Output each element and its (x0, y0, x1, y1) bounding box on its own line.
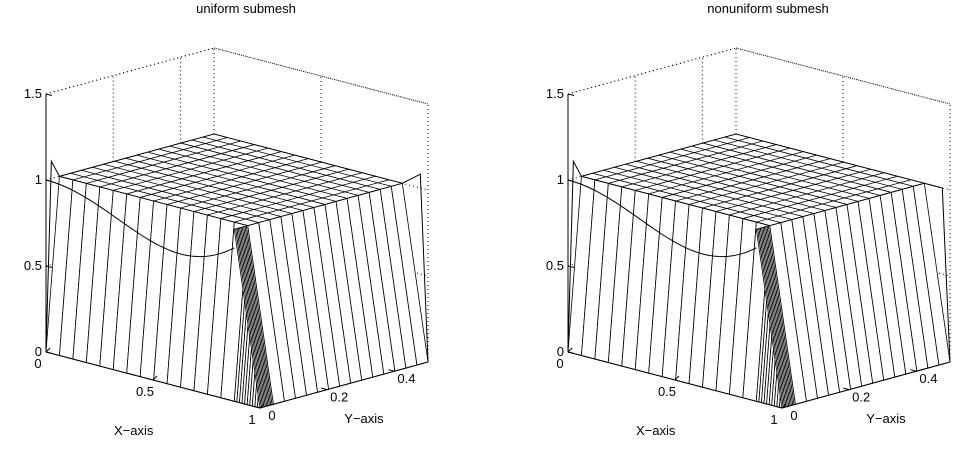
right-plot-ztick-label: 1.5 (546, 86, 564, 101)
left-plot-ytick (321, 387, 328, 391)
left-plot-box-edge (213, 47, 429, 105)
right-plot-xlabel: X−axis (636, 423, 676, 438)
right-plot-ztick (567, 351, 575, 354)
right-plot-ytick-label: 0 (790, 408, 797, 423)
left-plot-mesh-line-y (103, 163, 293, 214)
right-plot-ztick (567, 93, 575, 96)
left-plot-ztick-label: 1 (35, 172, 42, 187)
right-plot-axes: 00.511.500.51 00.20.4 (546, 86, 951, 427)
right-plot-ztick-label: 0 (557, 344, 564, 359)
left-plot-mesh-line-y (125, 157, 315, 208)
left-plot-ytick (388, 369, 395, 372)
right-plot-overshoot-right (924, 182, 951, 363)
right-plot-xtick-label: 0 (556, 356, 563, 371)
left-plot-xtick-label: 1 (248, 412, 255, 427)
left-plot-surface (45, 133, 429, 409)
right-plot-mesh-line-x (769, 182, 925, 226)
left-plot-xtick (259, 403, 265, 409)
left-plot-mesh-line-y (180, 142, 370, 193)
right-plot-title: nonuniform submesh (707, 1, 828, 16)
left-plot-mesh-line-y (213, 133, 403, 184)
right-plot-mesh-line-y (603, 169, 792, 220)
right-plot-xtick (674, 375, 680, 381)
left-plot-ylabel: Y−axis (344, 411, 384, 426)
left-plot-mesh-line-y (70, 172, 259, 223)
left-plot-axes: 00.511.500.51 00.20.4 (24, 86, 429, 427)
left-plot-ztick (45, 179, 53, 182)
right-plot-xtick-label: 0.5 (658, 384, 676, 399)
left-plot-ytick (253, 406, 261, 409)
right-plot-ylabel: Y−axis (866, 411, 906, 426)
right-plot-xtick (567, 347, 573, 353)
left-plot-xtick (152, 375, 158, 381)
left-plot-gridline-z (45, 47, 429, 105)
left-plot-mesh-line-y (59, 175, 248, 226)
right-plot-box-edge (735, 47, 951, 105)
left-plot-overshoot-right (402, 173, 429, 363)
left-plot-overshoot-left (45, 159, 60, 353)
right-plot-ytick (843, 387, 850, 391)
left-plot-mesh-line-y (92, 166, 281, 217)
right-plot-mesh-line-y (691, 145, 881, 196)
right-plot-mesh-line-y (713, 139, 903, 190)
left-plot-ytick-label: 0.4 (397, 371, 415, 386)
left-plot-mesh-line-y (158, 148, 348, 199)
left-plot-ztick (45, 351, 53, 354)
left-plot-mesh-line-y (114, 160, 304, 211)
left-plot-mesh-line-y (136, 154, 326, 205)
left-plot-ztick-label: 1.5 (24, 86, 42, 101)
right-plot-ytick-label: 0.2 (852, 390, 870, 405)
left-plot-xtick (45, 347, 51, 353)
right-plot-mesh-line-y (581, 175, 770, 226)
right-plot-xtick (781, 403, 787, 409)
right-plot-mesh-line-y (680, 148, 870, 199)
left-plot-mesh-line-y (191, 139, 381, 190)
left-plot-panel: 00.511.500.51 00.20.4 uniform submesh X−a… (24, 1, 429, 438)
right-plot-mesh-line-y (647, 157, 837, 208)
right-plot-mesh-line-y (702, 142, 892, 193)
left-plot-title: uniform submesh (196, 1, 296, 16)
right-plot-panel: 00.511.500.51 00.20.4 nonuniform submesh … (546, 1, 951, 438)
right-plot-ztick-label: 1 (557, 172, 564, 187)
left-plot-ztick (45, 93, 53, 96)
left-plot-ztick-label: 0 (35, 344, 42, 359)
left-plot-mesh-line-y (81, 169, 270, 220)
left-plot-xlabel: X−axis (114, 423, 154, 438)
right-plot-mesh-line-y (636, 160, 826, 211)
left-plot-mesh-line-y (202, 136, 392, 187)
left-plot-ytick-label: 0.2 (330, 390, 348, 405)
left-plot-ytick-label: 0 (268, 408, 275, 423)
right-plot-ytick (775, 406, 783, 409)
right-plot-mesh-line-y (625, 163, 815, 214)
left-plot-mesh-line-y (147, 151, 337, 202)
left-plot-ztick (45, 265, 53, 268)
right-plot-ztick-label: 0.5 (546, 258, 564, 273)
left-plot-xtick-label: 0.5 (136, 384, 154, 399)
right-plot-mesh-line-y (669, 151, 859, 202)
right-plot-ytick (910, 369, 917, 372)
left-plot-mesh-line-y (169, 145, 359, 196)
right-plot-mesh-line-y (724, 136, 914, 187)
right-plot-mesh-line-y (592, 172, 781, 223)
right-plot-mesh-line-y (614, 166, 803, 217)
right-plot-surface-curve (567, 179, 757, 258)
left-plot-ztick-label: 0.5 (24, 258, 42, 273)
right-plot-gridline-z (567, 47, 951, 105)
right-plot-mesh-line-y (735, 133, 925, 184)
left-plot-xtick-label: 0 (34, 356, 41, 371)
right-plot-ztick (567, 265, 575, 268)
right-plot-ytick-label: 0.4 (919, 371, 937, 386)
right-plot-mesh-line-y (658, 154, 848, 205)
right-plot-xtick-label: 1 (770, 412, 777, 427)
right-plot-ztick (567, 179, 575, 182)
right-plot-overshoot-left (567, 159, 582, 353)
left-plot-surface-curve (45, 179, 235, 258)
